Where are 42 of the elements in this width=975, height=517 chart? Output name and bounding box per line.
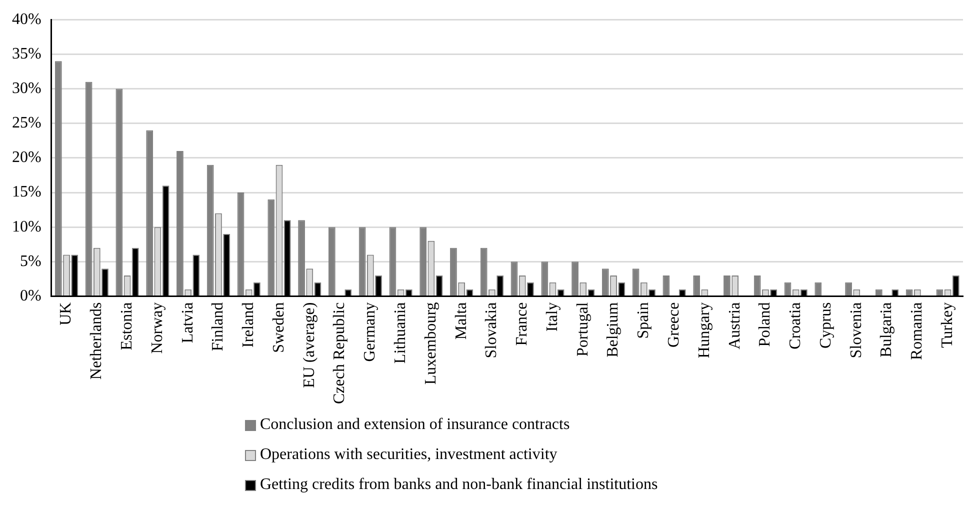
legend-label: Operations with securities, investment activity <box>260 446 558 464</box>
legend-label: Conclusion and extension of insurance contracts <box>260 416 570 434</box>
x-tick-label: Hungary <box>696 302 713 358</box>
y-tick-label: 30% <box>12 80 42 97</box>
x-tick-label: Czech Republic <box>331 302 348 404</box>
x-tick-label: UK <box>58 302 75 326</box>
x-tick-label: Norway <box>148 302 166 354</box>
x-tick-label: Slovenia <box>848 302 865 358</box>
x-tick-label: Sweden <box>270 302 288 353</box>
x-tick-label: Lithuania <box>392 302 410 364</box>
y-tick-label: 40% <box>12 10 42 28</box>
x-tick-label: Germany <box>362 302 379 362</box>
x-tick-label: Cyprus <box>817 302 834 348</box>
x-tick-label: Poland <box>756 302 774 347</box>
x-tick-label: Luxembourg <box>422 302 440 385</box>
y-tick-label: 20% <box>12 149 42 166</box>
x-tick-label: Belgium <box>604 302 622 358</box>
x-tick-label: Turkey <box>939 302 956 348</box>
x-tick-label: EU (average) <box>300 302 318 388</box>
y-tick-label: 25% <box>12 114 42 132</box>
y-tick-label: 0% <box>20 287 42 304</box>
x-tick-label: Greece <box>666 302 683 348</box>
x-tick-label: Finland <box>210 302 227 352</box>
y-tick-label: 15% <box>12 184 42 201</box>
x-tick-label: Bulgaria <box>878 302 896 358</box>
x-tick-label: France <box>514 302 531 346</box>
y-tick-label: 10% <box>12 218 42 236</box>
x-tick-label: Estonia <box>118 302 136 350</box>
y-tick-label: 5% <box>20 252 42 270</box>
x-tick-label: Spain <box>635 302 652 339</box>
x-tick-label: Portugal <box>574 302 592 356</box>
x-tick-label: Romania <box>908 302 926 360</box>
x-tick-label: Netherlands <box>88 302 106 380</box>
x-tick-label: Ireland <box>240 302 258 348</box>
x-tick-label: Slovakia <box>483 302 500 358</box>
x-tick-label: Italy <box>544 302 561 332</box>
x-tick-label: Malta <box>452 302 470 340</box>
y-tick-label: 35% <box>12 45 42 62</box>
x-tick-label: Latvia <box>179 302 196 344</box>
legend-label: Getting credits from banks and non-bank financial institutions <box>260 476 658 494</box>
x-tick-label: Austria <box>726 302 744 350</box>
x-tick-label: Croatia <box>787 302 804 350</box>
